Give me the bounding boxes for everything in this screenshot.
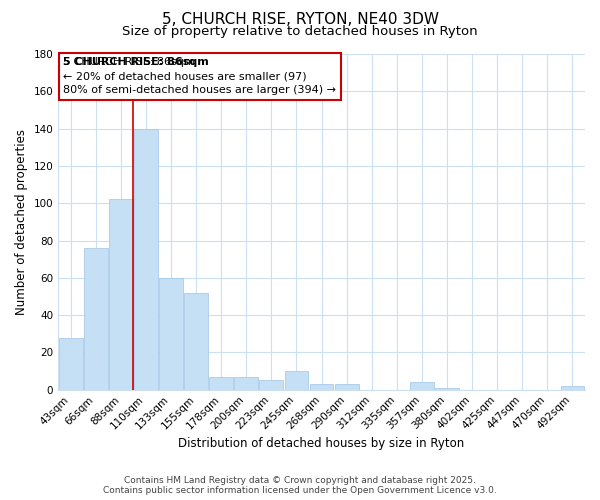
Bar — [134, 128, 158, 390]
Bar — [310, 384, 334, 390]
Bar — [560, 386, 584, 390]
Bar — [109, 200, 133, 390]
Bar — [209, 376, 233, 390]
Text: 5 CHURCH RISE: 86sqm: 5 CHURCH RISE: 86sqm — [64, 58, 209, 68]
Y-axis label: Number of detached properties: Number of detached properties — [15, 129, 28, 315]
Bar — [284, 371, 308, 390]
Bar — [184, 292, 208, 390]
Bar — [335, 384, 359, 390]
Bar — [259, 380, 283, 390]
Bar — [435, 388, 459, 390]
Text: 5, CHURCH RISE, RYTON, NE40 3DW: 5, CHURCH RISE, RYTON, NE40 3DW — [161, 12, 439, 28]
Bar — [235, 376, 258, 390]
Bar — [84, 248, 108, 390]
X-axis label: Distribution of detached houses by size in Ryton: Distribution of detached houses by size … — [178, 437, 465, 450]
Text: Size of property relative to detached houses in Ryton: Size of property relative to detached ho… — [122, 25, 478, 38]
Bar — [410, 382, 434, 390]
Text: 5 CHURCH RISE: 86sqm
← 20% of detached houses are smaller (97)
80% of semi-detac: 5 CHURCH RISE: 86sqm ← 20% of detached h… — [64, 58, 337, 96]
Bar — [159, 278, 183, 390]
Bar — [59, 338, 83, 390]
Text: Contains HM Land Registry data © Crown copyright and database right 2025.
Contai: Contains HM Land Registry data © Crown c… — [103, 476, 497, 495]
